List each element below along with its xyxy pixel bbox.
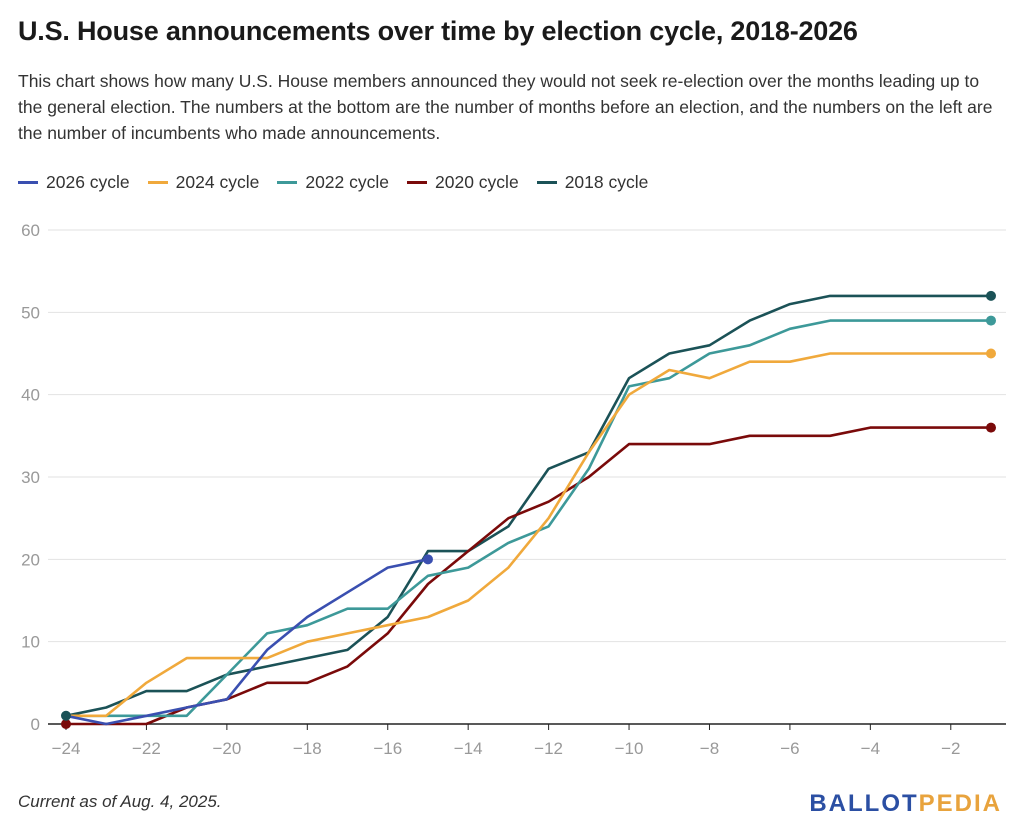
- series-line-2020-cycle: [64, 426, 993, 726]
- x-tick-label--16: −16: [373, 739, 402, 758]
- legend-label-2024-cycle: 2024 cycle: [175, 172, 260, 192]
- x-tick-label--24: −24: [52, 739, 81, 758]
- y-tick-label-40: 40: [21, 386, 40, 405]
- x-tick-label--4: −4: [861, 739, 880, 758]
- line-chart: 0 10 20 30 40 50 60 −24 −22 −20 −18 −16 −14 −12 −10 −8 −…: [21, 221, 1006, 758]
- series-line-2026-cycle: [64, 557, 430, 726]
- footnote: Current as of Aug. 4, 2025.: [18, 792, 222, 811]
- legend-label-2018-cycle: 2018 cycle: [564, 172, 649, 192]
- y-tick-label-60: 60: [21, 221, 40, 240]
- legend-label-2022-cycle: 2022 cycle: [305, 172, 390, 192]
- series-line-2022-cycle: [64, 319, 993, 718]
- x-tick-label--22: −22: [132, 739, 161, 758]
- x-tick-label--20: −20: [212, 739, 241, 758]
- series-end-point-2018-cycle: [986, 290, 996, 301]
- chart-title: U.S. House announcements over time by el…: [18, 16, 858, 46]
- legend-label-2026-cycle: 2026 cycle: [46, 172, 130, 192]
- series-line-2018-cycle: [64, 294, 993, 718]
- chart-legend: 2026 cycle 2024 cycle 2022 cycle 2020 cycle…: [18, 172, 648, 193]
- series-end-point-2026-cycle: [422, 554, 433, 565]
- legend-item-2022-cycle: 2022 cycle: [277, 172, 389, 193]
- chart-subtitle: This chart shows how many U.S. House mem…: [18, 71, 993, 143]
- ballotpedia-logo: BALLOTPEDIA: [809, 790, 1002, 818]
- x-tick-label--2: −2: [941, 739, 960, 758]
- x-tick-label--6: −6: [780, 739, 799, 758]
- legend-swatch-2024-cycle: [147, 181, 168, 184]
- legend-item-2020-cycle: 2020 cycle: [407, 172, 519, 193]
- legend-item-2018-cycle: 2018 cycle: [536, 172, 649, 193]
- y-tick-label-20: 20: [21, 550, 40, 569]
- legend-item-2026-cycle: 2026 cycle: [18, 172, 130, 193]
- series-start-point-2018-cycle: [61, 710, 71, 721]
- x-tick-label--14: −14: [454, 739, 483, 758]
- y-tick-label-50: 50: [21, 303, 40, 322]
- series-end-point-2022-cycle: [986, 315, 996, 326]
- series-line-2024-cycle: [64, 352, 993, 718]
- logo-part-pedia: PEDIA: [918, 790, 1002, 817]
- series-start-point-2020-cycle: [61, 719, 71, 729]
- legend-swatch-2026-cycle: [18, 181, 38, 184]
- series-end-point-2020-cycle: [986, 422, 996, 433]
- legend-swatch-2022-cycle: [277, 181, 298, 184]
- x-tick-label--10: −10: [615, 739, 644, 758]
- legend-swatch-2020-cycle: [407, 181, 428, 184]
- logo-part-ballot: BALLOT: [809, 790, 919, 817]
- legend-item-2024-cycle: 2024 cycle: [147, 172, 260, 193]
- legend-label-2020-cycle: 2020 cycle: [435, 172, 519, 192]
- legend-swatch-2018-cycle: [536, 181, 557, 184]
- series-end-point-2024-cycle: [986, 348, 996, 359]
- y-tick-label-10: 10: [21, 633, 40, 652]
- x-tick-label--18: −18: [293, 739, 322, 758]
- x-tick-label--12: −12: [534, 739, 563, 758]
- y-tick-label-30: 30: [21, 468, 40, 487]
- x-tick-label--8: −8: [700, 739, 719, 758]
- y-tick-label-0: 0: [31, 715, 40, 734]
